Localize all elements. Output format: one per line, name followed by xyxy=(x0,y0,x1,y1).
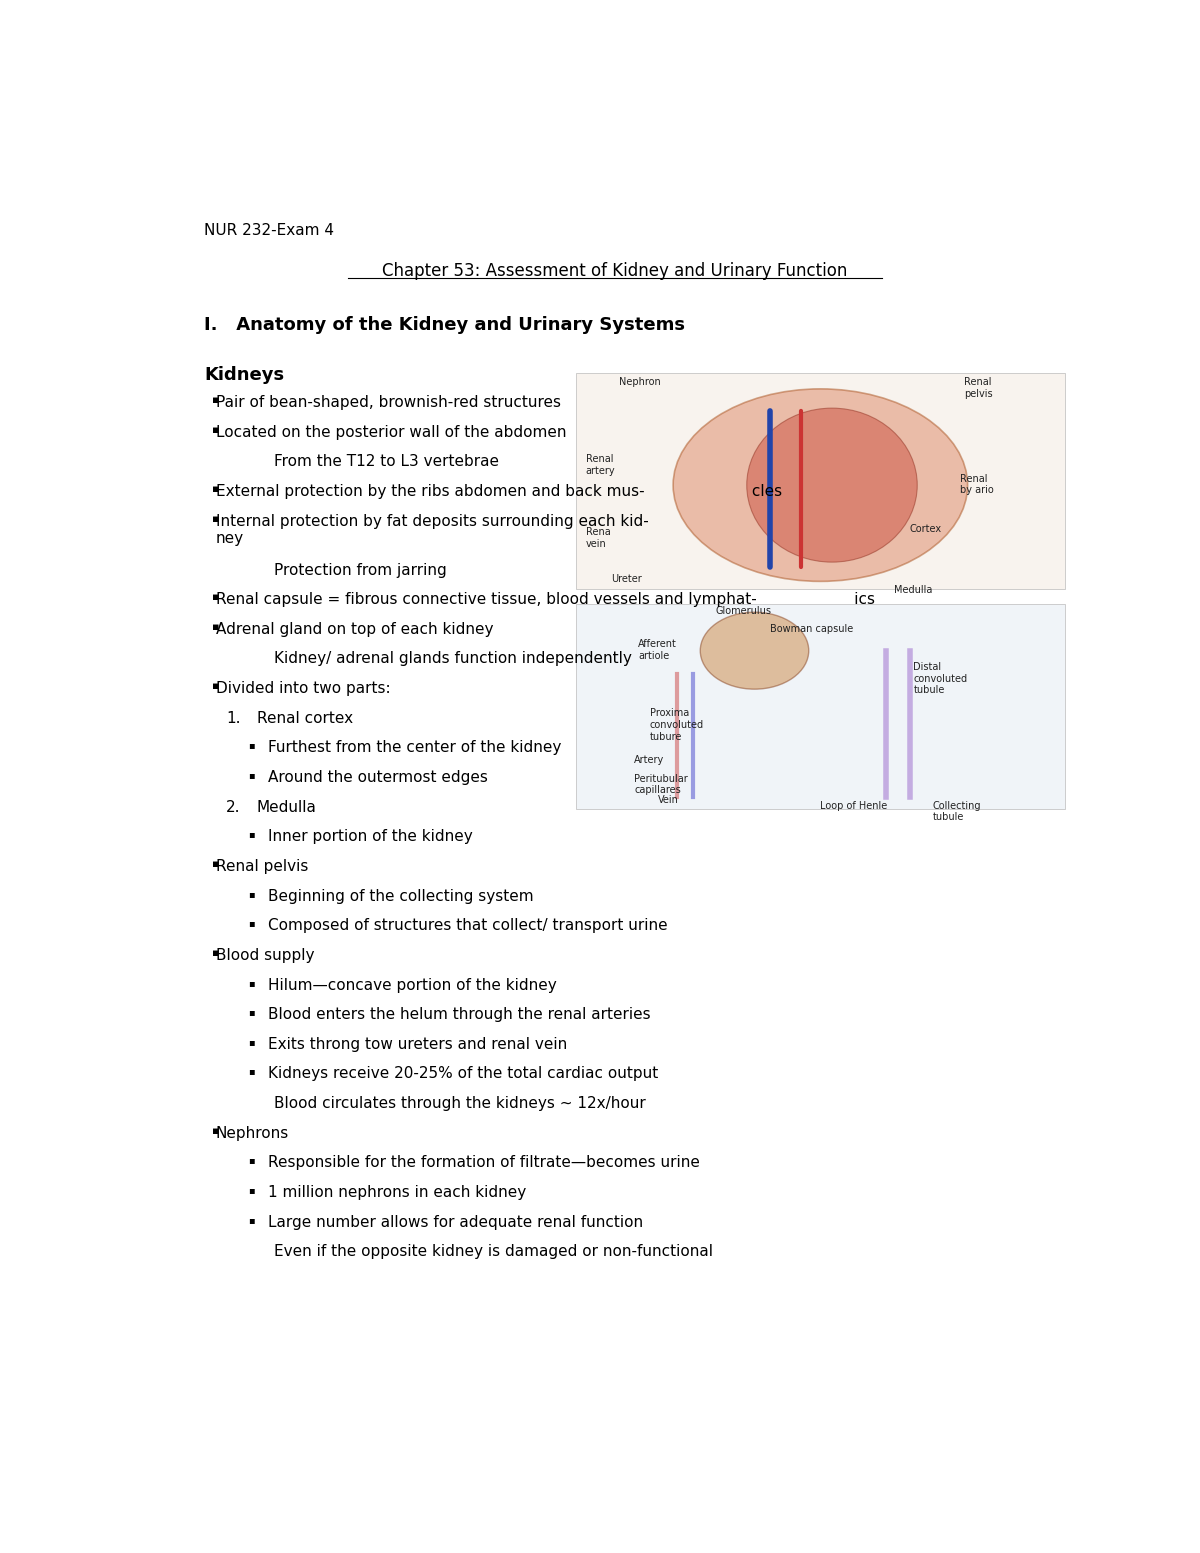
Text: ▪: ▪ xyxy=(247,1214,254,1225)
Text: ▪: ▪ xyxy=(247,918,254,929)
Text: Peritubular
capillares: Peritubular capillares xyxy=(635,773,688,795)
Text: Collecting
tubule: Collecting tubule xyxy=(932,801,982,823)
Text: Renal cortex: Renal cortex xyxy=(257,711,353,725)
Text: ▪: ▪ xyxy=(212,592,220,603)
Text: Medulla: Medulla xyxy=(257,800,317,815)
Text: Renal
by ario: Renal by ario xyxy=(960,474,994,495)
Text: Composed of structures that collect/ transport urine: Composed of structures that collect/ tra… xyxy=(268,918,667,933)
Text: ▪: ▪ xyxy=(212,424,220,435)
Text: ▪: ▪ xyxy=(212,621,220,632)
Text: Kidney/ adrenal glands function independently: Kidney/ adrenal glands function independ… xyxy=(274,651,632,666)
Text: ▪: ▪ xyxy=(212,682,220,691)
Text: I.   Anatomy of the Kidney and Urinary Systems: I. Anatomy of the Kidney and Urinary Sys… xyxy=(204,315,685,334)
Text: Ureter: Ureter xyxy=(611,573,642,584)
Ellipse shape xyxy=(701,612,809,690)
Text: ▪: ▪ xyxy=(212,859,220,870)
Text: Renal
artery: Renal artery xyxy=(586,455,616,475)
Text: Inner portion of the kidney: Inner portion of the kidney xyxy=(268,829,473,845)
Text: Even if the opposite kidney is damaged or non-functional: Even if the opposite kidney is damaged o… xyxy=(274,1244,713,1259)
Text: Around the outermost edges: Around the outermost edges xyxy=(268,770,487,784)
Text: ▪: ▪ xyxy=(247,1155,254,1165)
Text: Beginning of the collecting system: Beginning of the collecting system xyxy=(268,888,534,904)
Text: Nephrons: Nephrons xyxy=(216,1126,289,1141)
Text: Kidneys receive 20-25% of the total cardiac output: Kidneys receive 20-25% of the total card… xyxy=(268,1067,658,1081)
Bar xyxy=(576,604,1064,809)
Text: From the T12 to L3 vertebrae: From the T12 to L3 vertebrae xyxy=(274,455,499,469)
Text: Large number allows for adequate renal function: Large number allows for adequate renal f… xyxy=(268,1214,643,1230)
Text: Cortex: Cortex xyxy=(910,523,942,534)
Text: ▪: ▪ xyxy=(247,1067,254,1076)
Text: Hilum—concave portion of the kidney: Hilum—concave portion of the kidney xyxy=(268,977,557,992)
Text: Chapter 53: Assessment of Kidney and Urinary Function: Chapter 53: Assessment of Kidney and Uri… xyxy=(383,262,847,280)
Text: ▪: ▪ xyxy=(247,977,254,988)
Text: Blood enters the helum through the renal arteries: Blood enters the helum through the renal… xyxy=(268,1008,650,1022)
Text: Renal
pelvis: Renal pelvis xyxy=(964,377,992,399)
Text: Artery: Artery xyxy=(635,755,665,764)
Text: Furthest from the center of the kidney: Furthest from the center of the kidney xyxy=(268,741,562,755)
Text: ▪: ▪ xyxy=(247,829,254,839)
Text: External protection by the ribs abdomen and back mus-                      cles: External protection by the ribs abdomen … xyxy=(216,485,782,499)
Text: ▪: ▪ xyxy=(247,888,254,899)
Text: 1 million nephrons in each kidney: 1 million nephrons in each kidney xyxy=(268,1185,526,1200)
Text: ▪: ▪ xyxy=(212,947,220,958)
Text: Medulla: Medulla xyxy=(894,585,932,595)
Text: Glomerulus: Glomerulus xyxy=(715,606,772,617)
Text: ▪: ▪ xyxy=(212,394,220,405)
Text: NUR 232-Exam 4: NUR 232-Exam 4 xyxy=(204,224,335,238)
Text: Internal protection by fat deposits surrounding each kid-
ney: Internal protection by fat deposits surr… xyxy=(216,514,649,547)
Text: Afferent
artiole: Afferent artiole xyxy=(638,640,677,660)
Text: Vein: Vein xyxy=(658,795,678,806)
Ellipse shape xyxy=(673,388,967,581)
Text: ▪: ▪ xyxy=(212,485,220,494)
Text: 2.: 2. xyxy=(226,800,240,815)
Text: ▪: ▪ xyxy=(247,1008,254,1017)
Bar xyxy=(576,373,1064,589)
Text: ▪: ▪ xyxy=(247,1185,254,1196)
Text: Exits throng tow ureters and renal vein: Exits throng tow ureters and renal vein xyxy=(268,1037,568,1051)
Ellipse shape xyxy=(746,408,917,562)
Text: ▪: ▪ xyxy=(247,741,254,750)
Text: Loop of Henle: Loop of Henle xyxy=(821,801,888,811)
Text: Located on the posterior wall of the abdomen: Located on the posterior wall of the abd… xyxy=(216,424,566,439)
Text: Proxima
convoluted
tubure: Proxima convoluted tubure xyxy=(650,708,704,742)
Text: Renal pelvis: Renal pelvis xyxy=(216,859,308,874)
Text: Blood circulates through the kidneys ~ 12x/hour: Blood circulates through the kidneys ~ 1… xyxy=(274,1096,646,1110)
Text: ▪: ▪ xyxy=(212,514,220,523)
Text: Pair of bean-shaped, brownish-red structures: Pair of bean-shaped, brownish-red struct… xyxy=(216,394,560,410)
Text: Rena
vein: Rena vein xyxy=(586,528,611,550)
Text: Distal
convoluted
tubule: Distal convoluted tubule xyxy=(913,662,967,696)
Text: ▪: ▪ xyxy=(247,1037,254,1047)
Text: Adrenal gland on top of each kidney: Adrenal gland on top of each kidney xyxy=(216,621,493,637)
Text: ▪: ▪ xyxy=(212,1126,220,1135)
Text: 1.: 1. xyxy=(226,711,240,725)
Text: ▪: ▪ xyxy=(247,770,254,780)
Text: Nephron: Nephron xyxy=(619,377,661,387)
Text: Divided into two parts:: Divided into two parts: xyxy=(216,682,390,696)
Text: Responsible for the formation of filtrate—becomes urine: Responsible for the formation of filtrat… xyxy=(268,1155,700,1171)
Text: Renal capsule = fibrous connective tissue, blood vessels and lymphat-           : Renal capsule = fibrous connective tissu… xyxy=(216,592,875,607)
Text: Bowman capsule: Bowman capsule xyxy=(770,624,853,634)
Text: Blood supply: Blood supply xyxy=(216,947,314,963)
Text: Protection from jarring: Protection from jarring xyxy=(274,562,446,578)
Text: Kidneys: Kidneys xyxy=(204,367,284,384)
